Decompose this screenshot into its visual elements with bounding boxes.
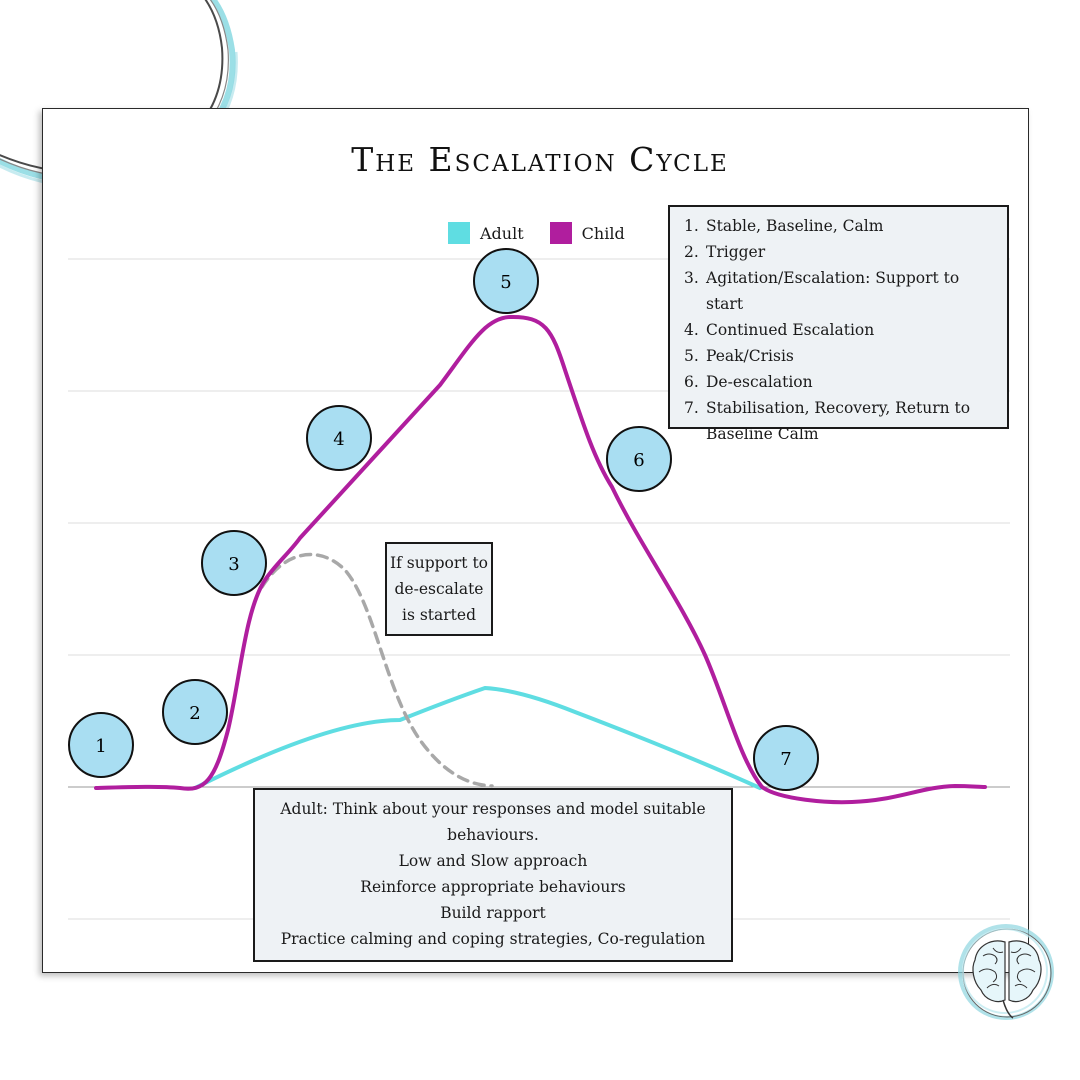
svg-text:4: 4 [333,429,344,450]
adult-curve [193,685,762,790]
brain-icon [958,924,1054,1020]
stage-marker-2: 2 [162,679,228,745]
child-curve [94,314,987,805]
legend-swatch-adult [448,222,470,244]
svg-text:6: 6 [633,450,644,471]
stage-list-box: 1. Stable, Baseline, Calm 2. Trigger 3. Agi… [668,205,1009,443]
chart-title: The Escalation Cycle [351,140,729,179]
legend-item-adult: Adult [448,222,524,244]
stage-list-item: 2. Trigger [684,243,766,261]
stage-list-item: 5. Peak/Crisis [684,347,794,365]
svg-text:3: 3 [228,554,239,575]
svg-text:5: 5 [500,272,511,293]
adult-guidance-line: Practice calming and coping strategies, … [280,930,706,948]
stage-list-item: 4. Continued Escalation [684,321,875,339]
support-note-line: If support to [389,554,489,572]
adult-guidance-line: Build rapport [440,904,546,922]
support-note-line: is started [402,606,476,624]
adult-guidance-line: Low and Slow approach [398,852,588,870]
stage-list-item: 6. De-escalation [684,373,813,391]
stage-marker-7: 7 [753,725,819,791]
stage-list-item: 1. Stable, Baseline, Calm [684,217,884,235]
stage-marker-1: 1 [68,712,134,778]
adult-guidance-line: Adult: Think about your responses and mo… [280,800,706,844]
support-note-box: If support to de-escalate is started [385,542,493,636]
legend-label-adult: Adult [480,223,524,243]
stage-marker-4: 4 [306,405,372,471]
svg-text:1: 1 [95,736,106,757]
stage-list-item: 3. Agitation/Escalation: Support to start [684,269,960,313]
legend-item-child: Child [549,222,625,244]
de-escalation-dashed-curve [260,552,494,788]
stage-marker-6: 6 [606,426,672,492]
svg-text:7: 7 [780,749,791,770]
legend: Adult Child [448,220,625,246]
stage-marker-5: 5 [473,248,539,314]
stage-list-item: 7. Stabilisation, Recovery, Return to Ba… [684,399,971,443]
adult-guidance-line: Reinforce appropriate behaviours [360,878,626,896]
svg-text:2: 2 [189,703,200,724]
grid-lines [68,258,1010,920]
legend-label-child: Child [581,223,625,243]
legend-swatch-child [549,222,572,244]
adult-guidance-box: Adult: Think about your responses and mo… [253,788,733,962]
support-note-line: de-escalate [394,580,484,598]
stage-marker-3: 3 [201,530,267,596]
